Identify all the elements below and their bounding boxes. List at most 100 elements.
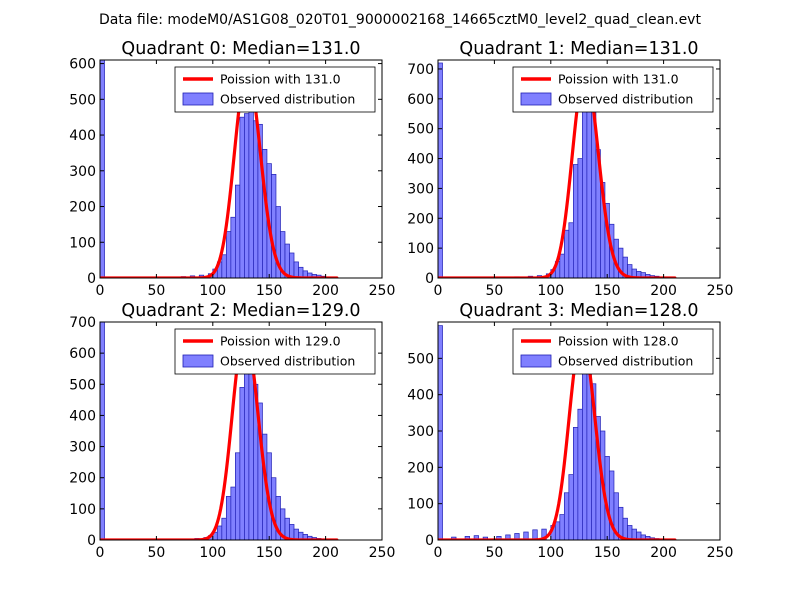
x-tick-label: 100 <box>199 545 226 561</box>
y-tick-label: 500 <box>69 92 96 108</box>
y-tick-label: 500 <box>407 122 434 138</box>
x-tick-label: 150 <box>256 545 283 561</box>
legend-hist-swatch <box>182 92 214 106</box>
histogram-bar <box>253 120 259 278</box>
histogram-bar <box>627 525 633 540</box>
plot-content <box>438 62 677 278</box>
legend-curve-label: Poission with 128.0 <box>558 334 679 349</box>
y-tick-label: 400 <box>407 388 434 404</box>
legend-hist-swatch <box>520 92 552 106</box>
legend-curve-label: Poission with 131.0 <box>558 72 679 87</box>
legend-hist-swatch <box>520 354 552 368</box>
axes-frame <box>437 59 721 279</box>
x-tick-label: 150 <box>594 283 621 299</box>
legend-hist-label: Observed distribution <box>558 354 693 369</box>
legend-hist-label: Observed distribution <box>558 92 693 107</box>
histogram-bar <box>225 231 232 278</box>
y-tick-label: 100 <box>69 502 96 518</box>
x-tick-label: 250 <box>707 545 734 561</box>
x-tick-label: 0 <box>434 545 443 561</box>
x-tick-label: 200 <box>650 283 677 299</box>
y-tick-label: 500 <box>407 351 434 367</box>
histogram-bar <box>577 408 583 540</box>
histogram-bar <box>563 229 570 278</box>
histogram-bar <box>514 533 520 540</box>
y-tick-label: 600 <box>69 57 96 73</box>
x-tick-label: 200 <box>650 545 677 561</box>
y-tick-label: 0 <box>425 533 434 549</box>
panel-title: Quadrant 2: Median=129.0 <box>121 301 360 321</box>
histogram-bar <box>244 352 250 540</box>
x-tick-label: 250 <box>707 283 734 299</box>
x-tick-label: 0 <box>96 545 105 561</box>
plot-content <box>100 60 339 278</box>
legend: Poission with 131.0 Observed distribution <box>174 66 376 113</box>
x-tick-label: 100 <box>199 283 226 299</box>
y-tick-label: 200 <box>407 211 434 227</box>
x-tick-label: 50 <box>147 283 165 299</box>
histogram-bar <box>577 158 583 278</box>
y-tick-label: 400 <box>69 128 96 144</box>
x-tick-label: 250 <box>369 545 396 561</box>
histogram-bar <box>100 60 105 278</box>
x-tick-label: 200 <box>312 283 339 299</box>
y-tick-label: 500 <box>69 377 96 393</box>
panel-quadrant-3: 0 50 100 150 200 250 0 100 200 300 400 500 Quadrant … <box>407 301 733 561</box>
histogram-bar <box>235 184 241 278</box>
y-tick-label: 300 <box>407 424 434 440</box>
histogram-bar <box>235 452 241 540</box>
x-tick-label: 250 <box>369 283 396 299</box>
y-tick-label: 200 <box>407 460 434 476</box>
histogram-bar <box>559 514 565 540</box>
y-tick-label: 200 <box>69 200 96 216</box>
legend-hist-label: Observed distribution <box>220 92 355 107</box>
histogram-bar <box>221 254 227 278</box>
subplot-grid: 0 50 100 150 200 2500100200300400500600Quadra… <box>69 39 733 561</box>
y-tick-label: 0 <box>425 271 434 287</box>
histogram-bar <box>554 521 561 540</box>
panel-quadrant-1: 0 50 100 150 200 250 0 100 200 300 400 500 600 700 Qua… <box>407 39 733 299</box>
legend: Poission with 128.0 Observed distribution <box>512 328 714 375</box>
x-tick-label: 100 <box>537 545 564 561</box>
histogram-bar <box>563 492 570 540</box>
x-tick-label: 150 <box>256 283 283 299</box>
y-tick-label: 300 <box>69 440 96 456</box>
panel-title: Quadrant 3: Median=128.0 <box>459 301 698 321</box>
histogram-bar <box>239 116 245 278</box>
legend: Poission with 131.0 Observed distribution <box>512 66 714 113</box>
histogram-bar <box>239 387 245 540</box>
histogram-bar <box>230 216 236 278</box>
y-tick-label: 300 <box>69 164 96 180</box>
y-tick-label: 600 <box>69 346 96 362</box>
panel-title: Quadrant 0: Median=131.0 <box>121 39 360 59</box>
y-tick-label: 600 <box>407 92 434 108</box>
axes-frame <box>99 59 383 279</box>
histogram-bar <box>289 252 295 278</box>
figure-title: Data file: modeM0/AS1G08_020T01_90000021… <box>99 12 701 28</box>
x-tick-label: 0 <box>434 283 443 299</box>
panel-quadrant-2: 0 50 100 150 200 250 0 100 200 300 400 500 600 700 Qua… <box>69 301 395 561</box>
x-tick-label: 0 <box>96 283 105 299</box>
y-tick-label: 100 <box>407 497 434 513</box>
histogram-bar <box>271 174 277 278</box>
legend-curve-label: Poission with 129.0 <box>220 334 341 349</box>
histogram-bar <box>438 62 443 278</box>
y-tick-label: 0 <box>87 271 96 287</box>
x-tick-label: 100 <box>537 283 564 299</box>
y-tick-label: 400 <box>407 152 434 168</box>
histogram-bar <box>559 253 565 278</box>
histogram-bar <box>248 98 254 278</box>
x-tick-label: 50 <box>147 545 165 561</box>
x-tick-label: 50 <box>485 545 503 561</box>
legend-hist-label: Observed distribution <box>220 354 355 369</box>
y-tick-label: 700 <box>69 315 96 331</box>
histogram-bar <box>230 486 236 540</box>
histogram-bar <box>438 325 443 540</box>
panel-quadrant-0: 0 50 100 150 200 250 0 100 200 300 400 500 600 Quadra… <box>69 39 395 299</box>
axes-frame <box>99 321 383 541</box>
y-tick-label: 200 <box>69 471 96 487</box>
histogram-bar <box>100 322 105 540</box>
x-tick-label: 150 <box>594 545 621 561</box>
y-tick-label: 100 <box>407 241 434 257</box>
